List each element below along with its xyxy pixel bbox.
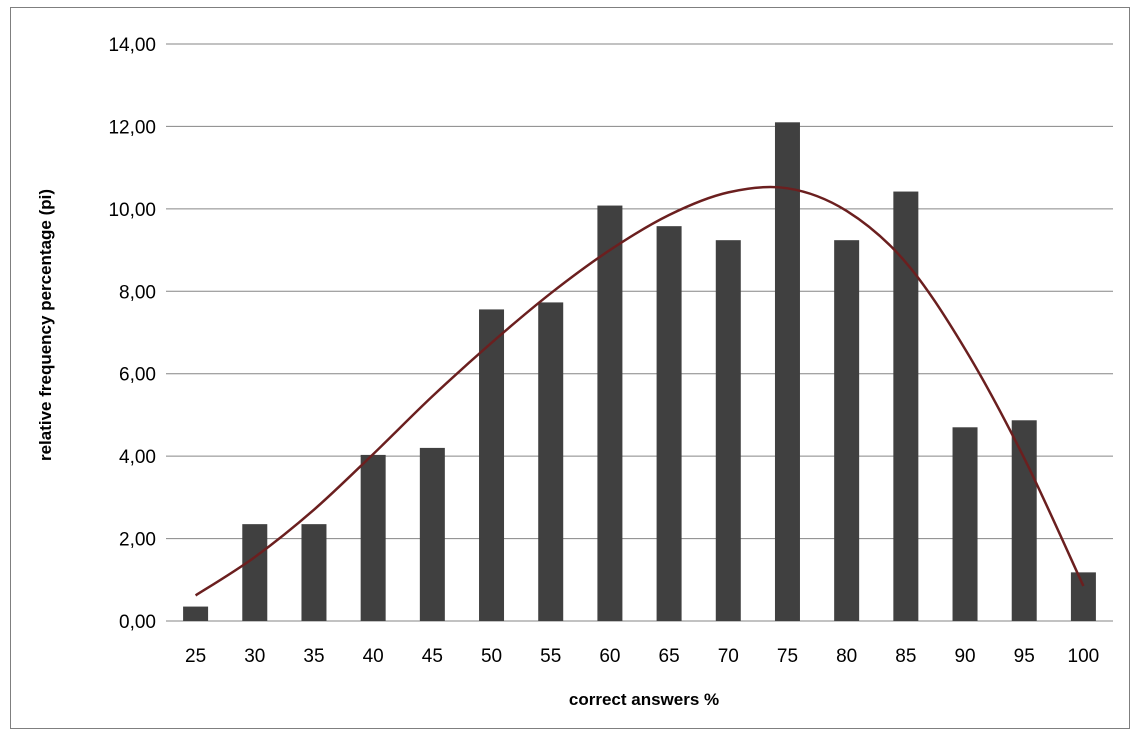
x-tick-label: 30	[244, 646, 265, 667]
x-tick-label: 100	[1068, 646, 1100, 667]
bar-90	[952, 427, 978, 621]
x-tick-label: 25	[185, 646, 206, 667]
x-tick-label: 50	[481, 646, 502, 667]
bar-70	[715, 240, 741, 621]
y-tick-label: 0,00	[119, 612, 156, 633]
x-tick-label: 85	[895, 646, 916, 667]
trendline-layer	[194, 185, 1085, 597]
x-axis-title: correct answers %	[569, 690, 719, 709]
chart-frame: 0,00 2,00 4,00 6,00 8,00 10,00 12,00 14,00 25 30…	[10, 7, 1130, 729]
bar-35	[301, 524, 327, 621]
bar-80	[834, 240, 860, 621]
bar-chart: 0,00 2,00 4,00 6,00 8,00 10,00 12,00 14,00 25 30…	[36, 35, 1113, 709]
x-tick-label: 40	[363, 646, 384, 667]
y-tick-labels: 0,00 2,00 4,00 6,00 8,00 10,00 12,00 14,00	[108, 35, 156, 633]
bar-75	[774, 122, 800, 622]
bar-30	[242, 524, 268, 621]
y-tick-label: 2,00	[119, 530, 156, 551]
x-tick-label: 80	[836, 646, 857, 667]
x-tick-label: 60	[599, 646, 620, 667]
bar-40	[360, 454, 386, 621]
y-tick-label: 12,00	[108, 117, 156, 138]
bar-45	[419, 447, 445, 621]
bar-25	[183, 606, 209, 621]
y-tick-label: 14,00	[108, 35, 156, 56]
x-tick-label: 75	[777, 646, 798, 667]
x-tick-label: 45	[422, 646, 443, 667]
y-tick-label: 4,00	[119, 447, 156, 468]
x-tick-label: 95	[1014, 646, 1035, 667]
bar-50	[479, 309, 505, 621]
bar-60	[597, 205, 623, 621]
bar-55	[538, 302, 564, 621]
y-axis-title: relative frequency percentage (pi)	[36, 189, 55, 461]
bar-65	[656, 226, 682, 621]
bars	[183, 122, 1096, 622]
y-tick-label: 6,00	[119, 365, 156, 386]
x-tick-label: 90	[954, 646, 975, 667]
y-tick-label: 10,00	[108, 200, 156, 221]
y-tick-label: 8,00	[119, 282, 156, 303]
bar-95	[1011, 420, 1037, 621]
bar-85	[893, 191, 919, 621]
x-tick-label: 65	[659, 646, 680, 667]
x-tick-label: 55	[540, 646, 561, 667]
x-tick-label: 70	[718, 646, 739, 667]
x-tick-label: 35	[303, 646, 324, 667]
x-tick-labels: 25 30 35 40 45 50 55 60 65 70 75 80 85 90 95 100	[185, 646, 1099, 667]
trendline	[194, 185, 1085, 597]
bar-100	[1070, 572, 1096, 621]
